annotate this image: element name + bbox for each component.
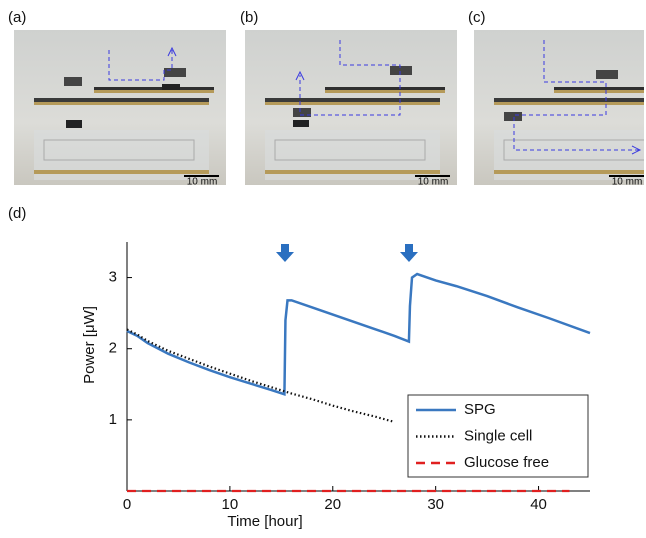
- x-tick-label: 10: [222, 496, 239, 513]
- legend-label: Glucose free: [464, 454, 549, 471]
- x-tick-label: 0: [123, 496, 131, 513]
- y-axis-label: Power [μW]: [81, 306, 98, 384]
- photo-b: [244, 29, 458, 186]
- legend-label: SPG: [464, 401, 496, 418]
- y-tick-label: 3: [109, 269, 117, 286]
- series-line: [126, 328, 395, 424]
- panel-label: (c): [468, 9, 486, 26]
- panel-label: (a): [8, 9, 26, 26]
- x-tick-label: 40: [530, 496, 547, 513]
- scale-label: 10 mm: [187, 177, 218, 188]
- y-tick-label: 1: [109, 411, 117, 428]
- x-axis-label: Time [hour]: [227, 513, 302, 530]
- photo-c: [474, 30, 644, 185]
- panel-label: (b): [240, 9, 258, 26]
- scale-label: 10 mm: [612, 177, 643, 188]
- y-tick-label: 2: [109, 340, 117, 357]
- series-line: [126, 272, 591, 396]
- photo-a: [13, 29, 227, 186]
- event-arrows: [276, 244, 418, 262]
- panel-label: (d): [8, 205, 26, 222]
- legend-label: Single cell: [464, 427, 532, 444]
- scale-label: 10 mm: [418, 177, 449, 188]
- x-tick-label: 30: [427, 496, 444, 513]
- x-tick-label: 20: [324, 496, 341, 513]
